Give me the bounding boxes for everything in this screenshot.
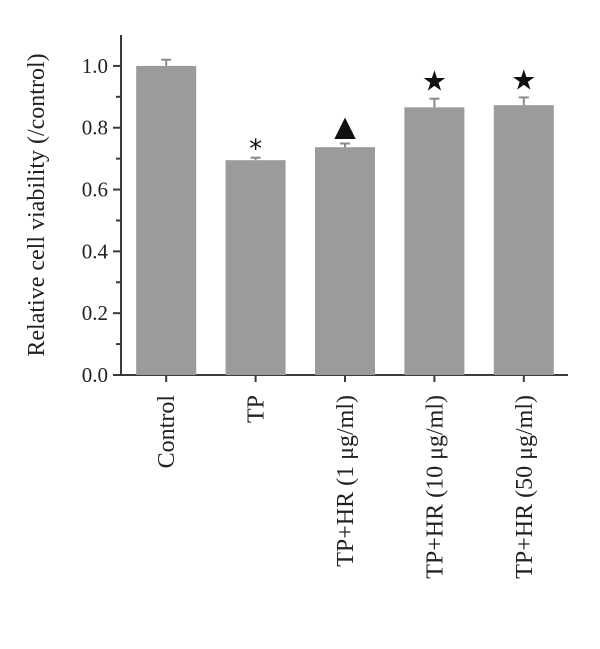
significance-marker: ★ <box>422 65 447 98</box>
x-category-label: Control <box>154 395 180 469</box>
bar <box>315 147 375 375</box>
error-bars <box>161 58 529 161</box>
y-tick-label: 0.0 <box>82 363 108 387</box>
bars <box>136 65 554 375</box>
significance-marker: ▲ <box>334 109 356 142</box>
bar <box>404 107 465 375</box>
y-tick-label: 0.6 <box>82 178 108 202</box>
y-tick-label: 0.8 <box>82 116 108 140</box>
y-axis-label: Relative cell viability (/control) <box>24 53 50 356</box>
bar <box>225 160 286 375</box>
x-category-label: TP+HR (1 μg/ml) <box>333 395 359 567</box>
y-ticks: 0.0 0.2 0.4 0.6 0.8 1.0 <box>82 54 121 387</box>
x-category-label: TP+HR (50 μg/ml) <box>512 395 538 579</box>
bar <box>493 105 554 375</box>
y-tick-label: 1.0 <box>82 54 108 78</box>
y-tick-label: 0.2 <box>82 301 108 325</box>
significance-marker: ★ <box>511 63 536 96</box>
x-category-label: TP+HR (10 μg/ml) <box>422 395 448 579</box>
x-categories: Control TP TP+HR (1 μg/ml) TP+HR (10 μg/ml)… <box>154 375 538 579</box>
bar <box>136 65 197 375</box>
significance-markers: * ▲ ★ ★ <box>249 63 536 164</box>
significance-marker: * <box>249 135 262 165</box>
y-tick-label: 0.4 <box>82 239 109 263</box>
x-category-label: TP <box>244 395 270 423</box>
